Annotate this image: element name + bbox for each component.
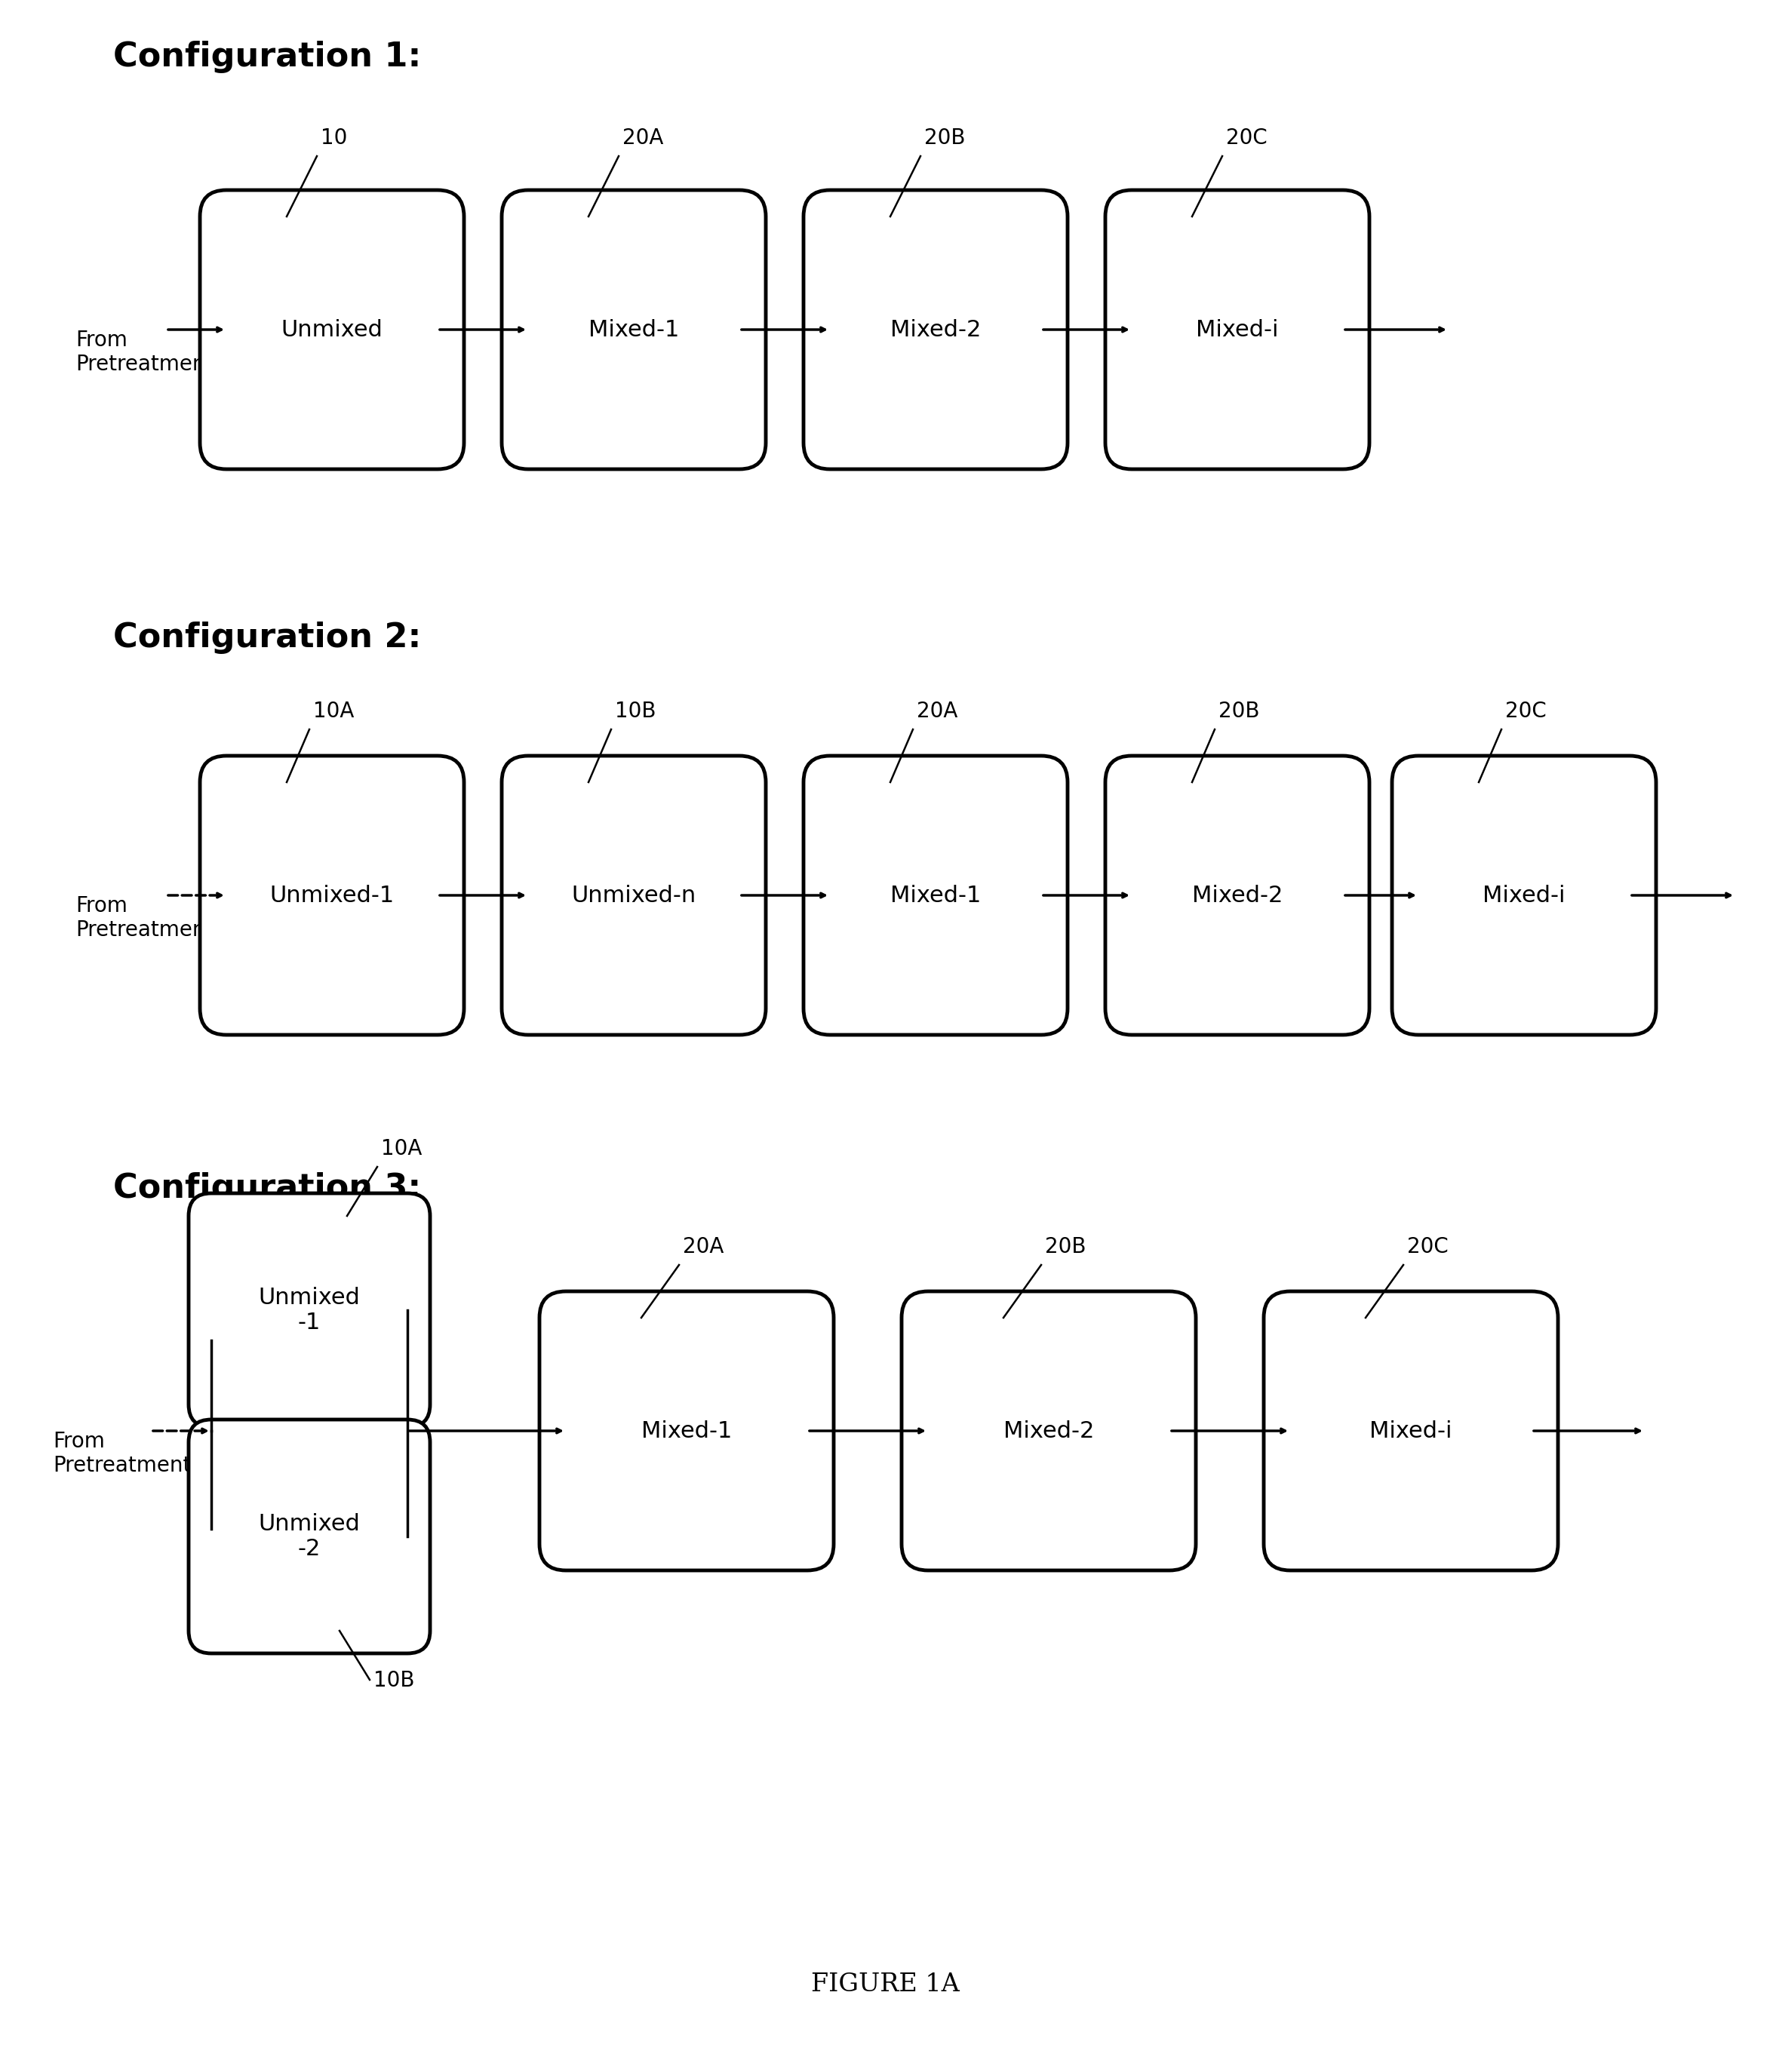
Text: FIGURE 1A: FIGURE 1A: [811, 1973, 959, 1997]
FancyBboxPatch shape: [1391, 756, 1657, 1034]
FancyBboxPatch shape: [200, 756, 464, 1034]
Text: Mixed-1: Mixed-1: [641, 1419, 733, 1442]
FancyBboxPatch shape: [1104, 756, 1370, 1034]
Text: 10B: 10B: [373, 1670, 414, 1691]
Text: Unmixed: Unmixed: [281, 319, 382, 340]
Text: 10A: 10A: [313, 700, 354, 721]
Text: Unmixed
-2: Unmixed -2: [258, 1513, 361, 1560]
Text: 20B: 20B: [1218, 700, 1260, 721]
Text: Mixed-2: Mixed-2: [1191, 885, 1283, 905]
Text: From
Pretreatment: From Pretreatment: [76, 895, 214, 941]
FancyBboxPatch shape: [804, 756, 1067, 1034]
FancyBboxPatch shape: [189, 1193, 430, 1428]
FancyBboxPatch shape: [804, 191, 1067, 468]
Text: 10B: 10B: [614, 700, 657, 721]
FancyBboxPatch shape: [189, 1419, 430, 1653]
Text: 20A: 20A: [917, 700, 958, 721]
Text: 10A: 10A: [381, 1138, 421, 1160]
FancyBboxPatch shape: [501, 191, 766, 468]
Text: Unmixed-n: Unmixed-n: [572, 885, 696, 905]
FancyBboxPatch shape: [901, 1291, 1197, 1571]
Text: Mixed-2: Mixed-2: [1004, 1419, 1094, 1442]
Text: 20C: 20C: [1227, 128, 1267, 149]
Text: Configuration 2:: Configuration 2:: [113, 622, 421, 655]
Text: Unmixed
-1: Unmixed -1: [258, 1287, 361, 1334]
Text: Unmixed-1: Unmixed-1: [269, 885, 395, 905]
Text: 10: 10: [320, 128, 347, 149]
FancyBboxPatch shape: [1264, 1291, 1558, 1571]
FancyBboxPatch shape: [1104, 191, 1370, 468]
Text: Mixed-i: Mixed-i: [1483, 885, 1565, 905]
Text: From
Pretreatment: From Pretreatment: [53, 1430, 191, 1475]
FancyBboxPatch shape: [200, 191, 464, 468]
Text: 20B: 20B: [924, 128, 965, 149]
Text: Mixed-1: Mixed-1: [588, 319, 680, 340]
Text: Mixed-i: Mixed-i: [1197, 319, 1278, 340]
FancyBboxPatch shape: [501, 756, 766, 1034]
Text: Mixed-i: Mixed-i: [1370, 1419, 1451, 1442]
Text: 20C: 20C: [1407, 1237, 1448, 1258]
Text: From
Pretreatment: From Pretreatment: [76, 329, 214, 375]
Text: 20B: 20B: [1044, 1237, 1087, 1258]
Text: 20A: 20A: [623, 128, 664, 149]
Text: Configuration 3:: Configuration 3:: [113, 1173, 421, 1204]
Text: 20C: 20C: [1504, 700, 1547, 721]
FancyBboxPatch shape: [540, 1291, 834, 1571]
Text: Mixed-1: Mixed-1: [890, 885, 981, 905]
Text: Configuration 1:: Configuration 1:: [113, 41, 421, 73]
Text: 20A: 20A: [683, 1237, 724, 1258]
Text: Mixed-2: Mixed-2: [890, 319, 981, 340]
